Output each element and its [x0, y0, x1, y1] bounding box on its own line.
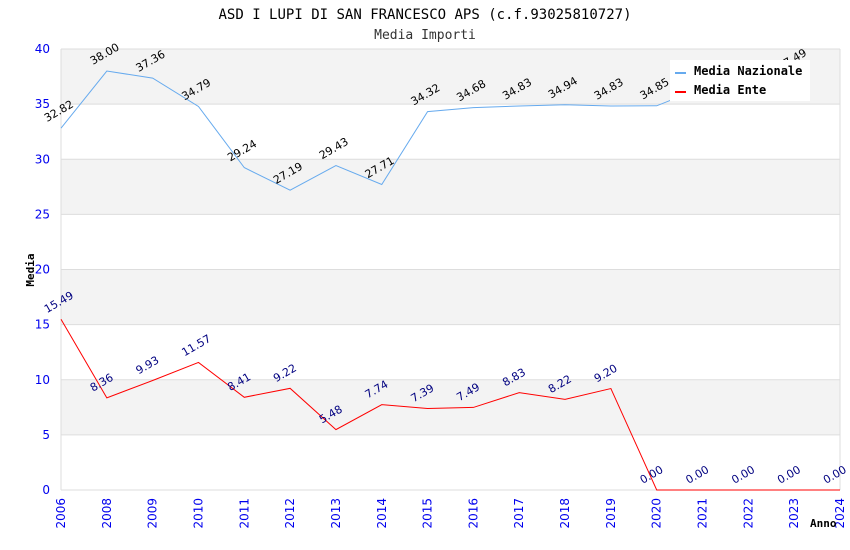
y-tick-label: 5: [42, 428, 50, 442]
grid-band: [61, 159, 840, 215]
x-tick-label: 2019: [604, 498, 618, 529]
y-tick-label: 25: [35, 207, 50, 221]
grid-band: [61, 269, 840, 325]
y-tick-label: 10: [35, 373, 50, 387]
y-tick-label: 35: [35, 97, 50, 111]
x-tick-label: 2008: [100, 498, 114, 529]
chart-subtitle: Media Importi: [374, 28, 476, 43]
grid-band: [61, 214, 840, 270]
x-tick-label: 2012: [283, 498, 297, 529]
x-tick-label: 2016: [466, 498, 480, 529]
y-tick-label: 30: [35, 152, 50, 166]
x-tick-label: 2010: [191, 498, 205, 529]
x-tick-label: 2022: [741, 498, 755, 529]
y-tick-label: 0: [42, 483, 50, 497]
legend: Media Nazionale Media Ente: [670, 60, 810, 101]
y-axis-label: Media: [24, 253, 37, 286]
x-tick-label: 2021: [696, 498, 710, 529]
x-tick-label: 2014: [375, 498, 389, 529]
grid-band: [61, 379, 840, 435]
x-tick-label: 2017: [512, 498, 526, 529]
x-tick-label: 2018: [558, 498, 572, 529]
grid-band: [61, 104, 840, 160]
chart-title: ASD I LUPI DI SAN FRANCESCO APS (c.f.930…: [218, 7, 631, 23]
x-tick-label: 2009: [146, 498, 160, 529]
x-tick-label: 2020: [650, 498, 664, 529]
y-tick-label: 20: [35, 263, 50, 277]
grid-band: [61, 434, 840, 490]
legend-label-ente: Media Ente: [694, 83, 766, 97]
legend-label-nazionale: Media Nazionale: [694, 64, 802, 78]
x-tick-label: 2024: [833, 498, 847, 529]
x-tick-label: 2023: [787, 498, 801, 529]
x-tick-label: 2011: [237, 498, 251, 529]
grid-band: [61, 324, 840, 380]
y-tick-label: 40: [35, 42, 50, 56]
x-axis-label: Anno: [810, 517, 837, 530]
x-tick-label: 2006: [54, 498, 68, 529]
x-tick-label: 2015: [421, 498, 435, 529]
series-line-1: [60, 318, 840, 491]
y-tick-label: 15: [35, 318, 50, 332]
x-tick-label: 2013: [329, 498, 343, 529]
